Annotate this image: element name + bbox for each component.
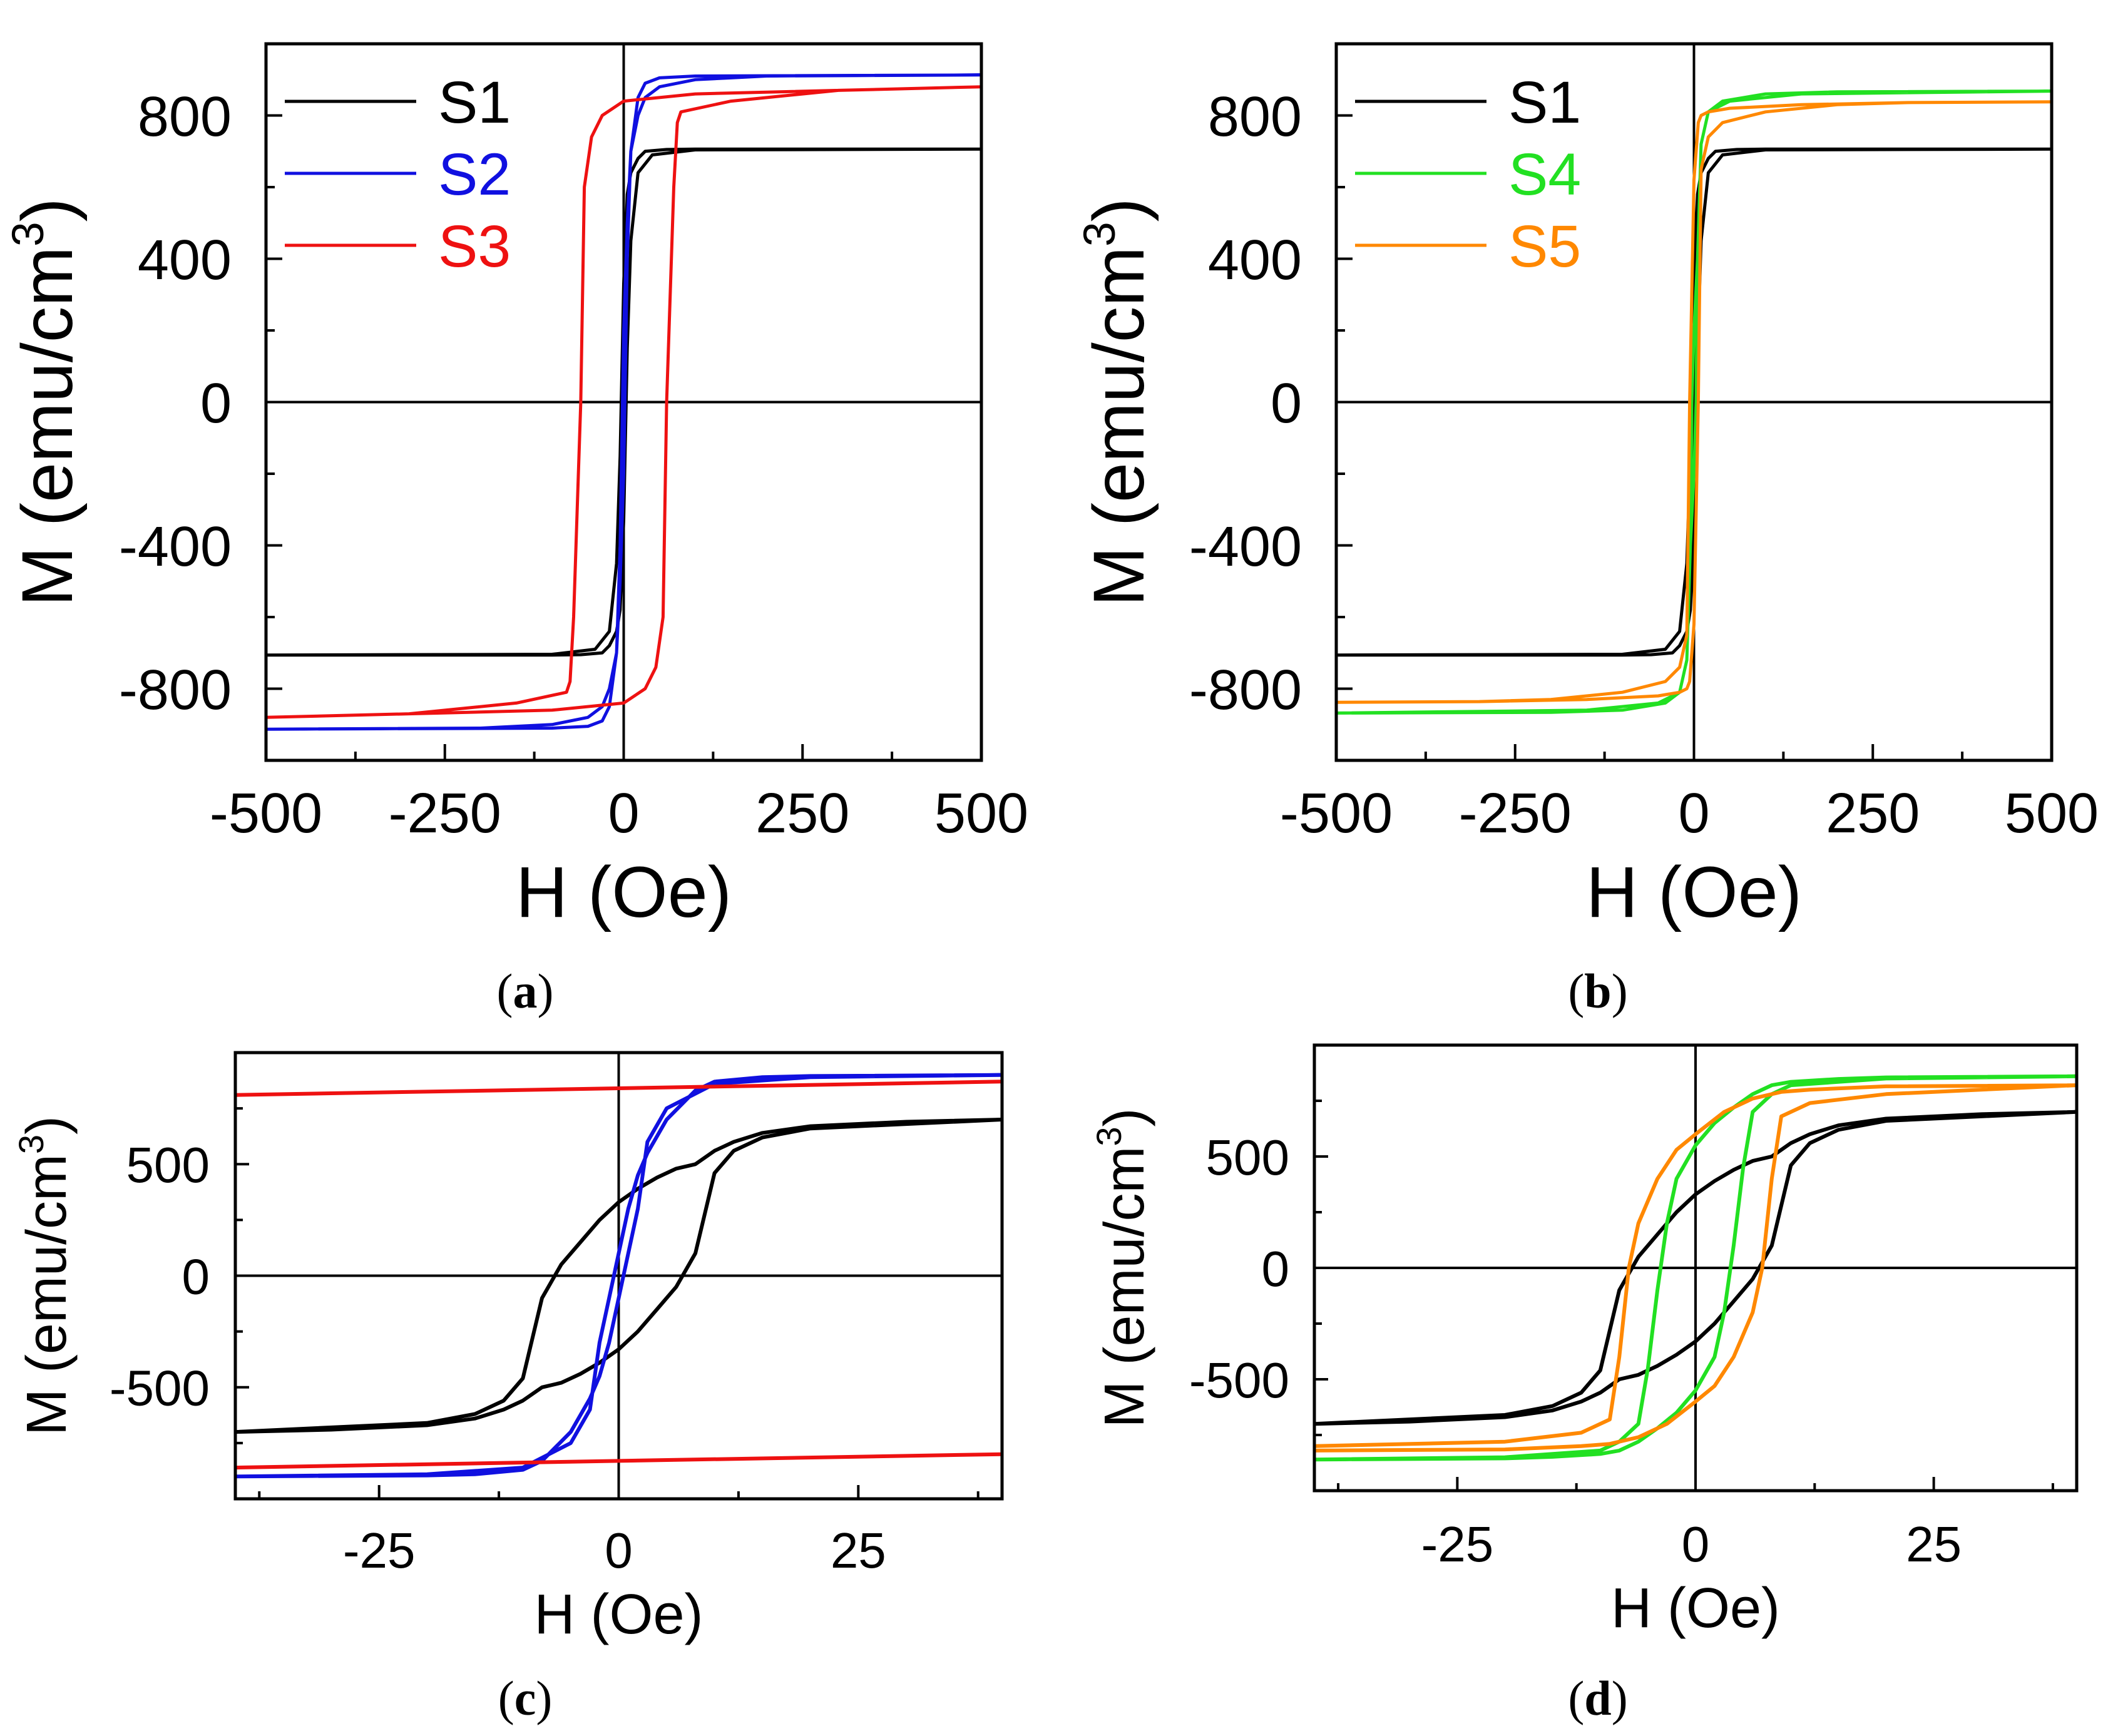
plot-frame [1334,42,2054,762]
y-tick-label: 400 [1208,229,1302,292]
series-line-s5 [1336,100,2052,704]
legend-label-s1: S1 [1508,69,1581,136]
y-axis-title: M (emu/cm3) [3,198,88,606]
x-tick-label: 0 [608,782,639,845]
y-tick-label: -800 [119,659,232,722]
legend-label-s3: S3 [438,213,511,280]
y-tick-label: 0 [200,372,232,435]
x-tick-label: 250 [755,782,849,845]
x-axis-title: H (Oe) [1586,852,1802,932]
y-tick-label: 0 [1271,372,1302,435]
x-tick-label: 250 [1826,782,1920,845]
series-line-s3 [235,1452,1002,1470]
plot-frame [264,42,983,762]
y-axis-title: M (emu/cm3) [11,1116,78,1436]
legend-label-s5: S5 [1508,213,1581,280]
series-group [1336,89,2052,715]
series-line-s5 [1314,1083,2077,1453]
series-line-s1 [1314,1110,2077,1426]
plot-frame [1312,1043,2079,1493]
x-tick-label: 25 [1906,1516,1962,1572]
y-axis-title: M (emu/cm3) [1089,1108,1156,1427]
series-group [235,1073,1002,1479]
panel-caption: (c) [498,1671,553,1725]
x-tick-label: 25 [831,1523,886,1578]
series-line-s1 [235,1118,1002,1434]
y-tick-label: -400 [1189,516,1302,578]
x-axis-title: H (Oe) [516,852,732,932]
chart-panel-c: -25 0 25 -500 0 500 H (Oe) M (emu/cm3) (c) [11,1051,1004,1725]
x-tick-label: -500 [1280,782,1393,845]
series-group [266,73,981,731]
x-axis-title: H (Oe) [535,1583,703,1646]
x-tick-label: 0 [1682,1516,1710,1572]
y-tick-label: 800 [1208,86,1302,148]
y-tick-label: 400 [138,229,232,292]
series-line-s2 [235,1073,1002,1479]
series-group [1314,1074,2077,1462]
panel-caption: (b) [1568,964,1627,1018]
panel-caption: (a) [497,964,554,1018]
y-tick-label: 500 [126,1137,210,1193]
legend-label-s2: S2 [438,141,511,208]
x-tick-label: -250 [389,782,501,845]
x-tick-label: -25 [343,1523,416,1578]
y-axis-title: M (emu/cm3) [1075,198,1159,606]
series-line-s4 [1336,89,2052,715]
panel-caption: (d) [1568,1671,1627,1725]
x-tick-label: -25 [1421,1516,1494,1572]
y-tick-label: -400 [119,516,232,578]
x-axis-title: H (Oe) [1611,1577,1780,1640]
series-line-s1 [266,147,981,657]
y-tick-label: -500 [1189,1352,1289,1408]
series-line-s3 [235,1080,1002,1097]
x-tick-label: 0 [1678,782,1709,845]
series-line-s2 [266,73,981,731]
y-tick-label: 500 [1206,1130,1289,1185]
x-tick-label: 500 [934,782,1028,845]
legend-label-s1: S1 [438,69,511,136]
x-tick-label: 500 [2005,782,2099,845]
y-tick-label: -800 [1189,659,1302,722]
y-tick-label: -500 [110,1361,210,1416]
series-line-s3 [266,85,981,719]
x-tick-label: -250 [1459,782,1572,845]
y-tick-label: 0 [182,1248,210,1304]
chart-panel-d: -25 0 25 -500 0 500 H (Oe) M (emu/cm3) (d) [1089,1043,2079,1725]
x-tick-label: -500 [210,782,322,845]
y-tick-label: 800 [138,86,232,148]
legend-label-s4: S4 [1508,141,1581,208]
x-tick-label: 0 [605,1523,633,1578]
plot-frame [233,1051,1004,1501]
y-tick-label: 0 [1262,1241,1290,1297]
